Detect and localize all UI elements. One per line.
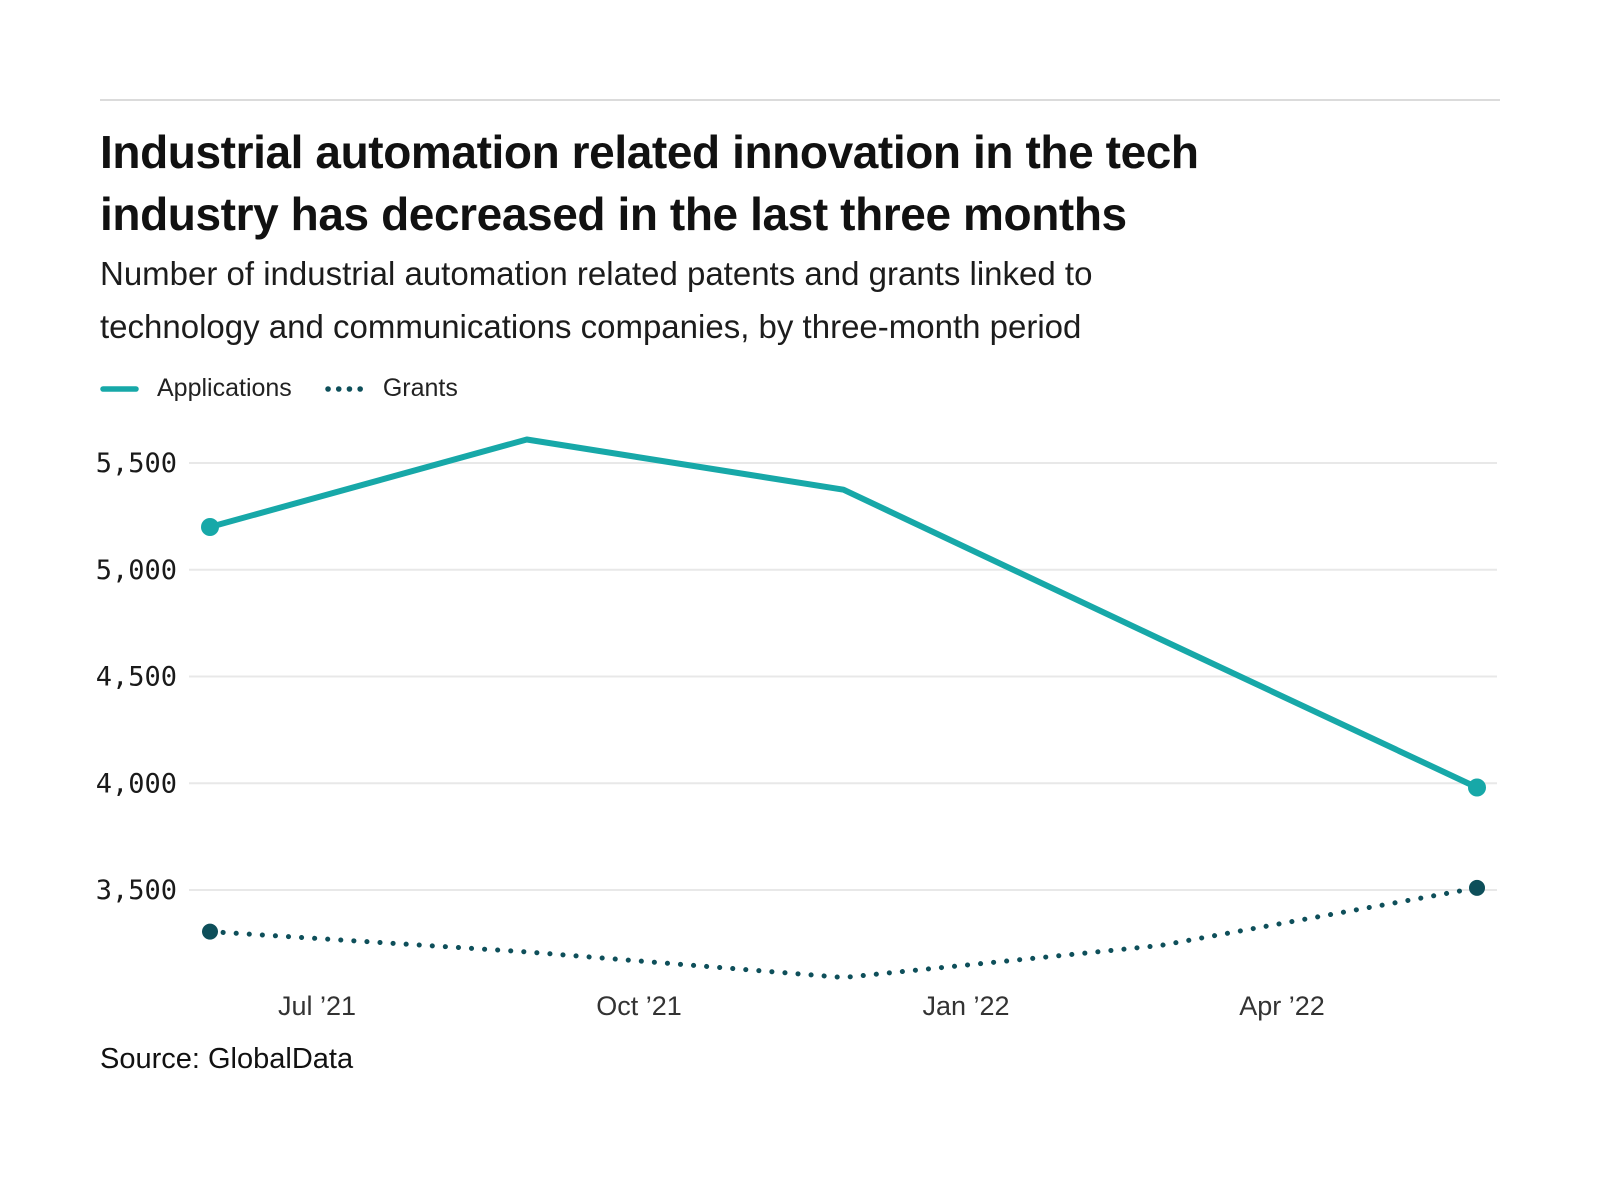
applications-endpoint-marker [1468, 778, 1486, 797]
legend-label-applications: Applications [157, 374, 292, 402]
y-tick-label: 5,500 [96, 448, 177, 479]
source-note: Source: GlobalData [100, 1043, 354, 1075]
top-divider [100, 99, 1500, 101]
x-tick-label: Jan ’22 [922, 991, 1009, 1021]
y-tick-label: 4,000 [96, 768, 177, 799]
y-tick-label: 3,500 [96, 875, 177, 906]
applications-endpoint-marker [201, 518, 219, 536]
grants-endpoint-marker [202, 923, 218, 940]
x-tick-label: Oct ’21 [596, 991, 682, 1021]
y-tick-label: 4,500 [96, 662, 177, 693]
applications-solid-line-swatch [100, 385, 139, 392]
y-tick-label: 5,000 [96, 555, 177, 586]
legend-label-grants: Grants [382, 374, 458, 402]
grants-line [207, 885, 1480, 980]
legend-item-applications: Applications [100, 374, 292, 403]
x-tick-label: Jul ’21 [278, 991, 356, 1021]
chart-subtitle-line-1: Number of industrial automation related … [100, 255, 1093, 292]
chart-title-line-1: Industrial automation related innovation… [100, 126, 1199, 178]
chart-subtitle-line-2: technology and communications companies,… [100, 308, 1082, 345]
chart-title: Industrial automation related innovation… [100, 121, 1520, 245]
x-tick-label: Apr ’22 [1239, 991, 1325, 1021]
legend: Applications Grants [100, 374, 458, 403]
legend-item-grants: Grants [324, 374, 458, 403]
grants-endpoint-marker [1469, 879, 1485, 896]
chart-title-line-2: industry has decreased in the last three… [100, 188, 1127, 240]
applications-line [207, 436, 1480, 791]
chart-subtitle: Number of industrial automation related … [100, 247, 1520, 353]
